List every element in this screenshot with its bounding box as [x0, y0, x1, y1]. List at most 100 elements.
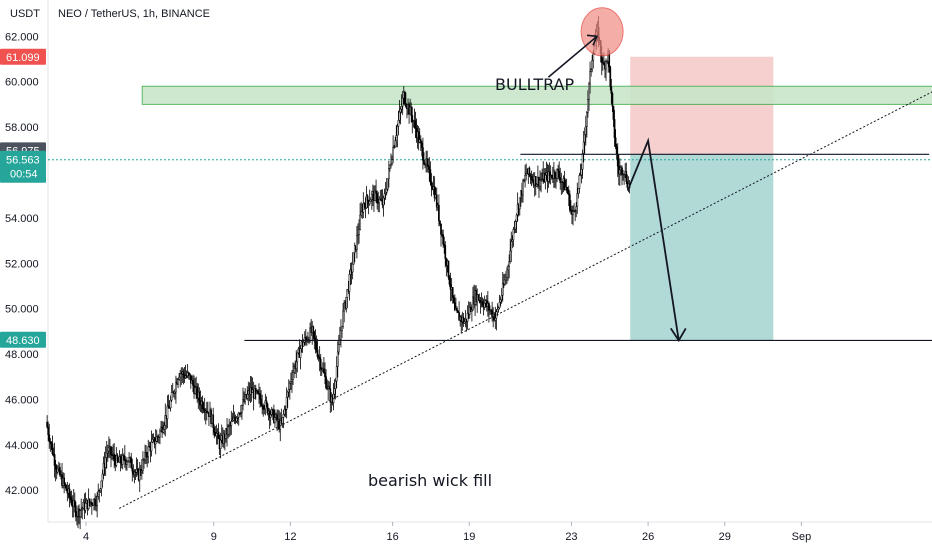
- candle-body: [399, 108, 402, 113]
- candle-body: [212, 414, 215, 428]
- candle-body: [544, 174, 547, 183]
- candle-body: [136, 468, 139, 471]
- candle-body: [429, 169, 432, 183]
- candle-body: [547, 171, 550, 182]
- y-tick-label: 60.000: [5, 77, 39, 89]
- candle-body: [541, 178, 544, 181]
- candle-body: [94, 498, 96, 506]
- candle-body: [131, 467, 134, 472]
- candle-body: [205, 410, 208, 413]
- candle-body: [237, 412, 240, 418]
- candle-body: [230, 421, 233, 426]
- ascending-trendline[interactable]: [118, 91, 932, 509]
- candle-body: [483, 303, 486, 308]
- candle-countdown-label: 00:54: [10, 169, 38, 181]
- candle-body: [582, 141, 585, 154]
- y-tick-label: 48.000: [5, 349, 39, 361]
- candle-body: [262, 405, 265, 410]
- candle-body: [162, 429, 165, 433]
- candle-body: [97, 491, 100, 497]
- candle-body: [518, 197, 521, 210]
- candle-body: [590, 69, 592, 72]
- candle-body: [49, 441, 52, 443]
- candle-body: [514, 221, 517, 230]
- candle-body: [90, 502, 93, 506]
- candle-body: [240, 412, 242, 414]
- candle-body: [315, 341, 318, 351]
- candle-body: [286, 391, 289, 398]
- candle-body: [603, 62, 605, 65]
- candle-body: [145, 451, 147, 458]
- candle-body: [444, 245, 447, 259]
- projection-path[interactable]: [626, 137, 680, 341]
- resistance-zone[interactable]: [141, 85, 932, 105]
- drawings-layer: [118, 7, 932, 509]
- candle-body: [390, 163, 392, 166]
- candle-body: [566, 189, 569, 194]
- stop-loss-zone[interactable]: [630, 56, 774, 155]
- candle-body: [283, 408, 286, 415]
- candle-body: [50, 441, 53, 445]
- candle-body: [169, 399, 172, 409]
- candle-body: [500, 294, 503, 300]
- candle-body: [369, 199, 372, 202]
- candle-body: [151, 438, 154, 443]
- x-tick-label: 29: [719, 531, 731, 543]
- take-profit-zone[interactable]: [630, 154, 774, 341]
- candle-body: [342, 310, 344, 327]
- chart-title[interactable]: NEO / TetherUS, 1h, BINANCE: [58, 8, 210, 20]
- candle-body: [578, 175, 581, 189]
- candle-body: [70, 499, 73, 506]
- candle-body: [154, 441, 157, 445]
- candle-body: [393, 146, 396, 148]
- candle-body: [427, 164, 430, 167]
- candle-body: [135, 468, 138, 473]
- current-price-badge: [0, 150, 46, 183]
- candle-body: [506, 269, 508, 278]
- candle-body: [164, 415, 167, 426]
- candle-body: [189, 374, 192, 384]
- candle-body: [341, 326, 343, 332]
- candle-body: [51, 443, 54, 455]
- candle-body: [504, 279, 506, 285]
- candle-body: [389, 164, 391, 169]
- y-tick-label: 46.000: [5, 394, 39, 406]
- bulltrap-arrowhead: [586, 34, 599, 46]
- candle-body: [375, 190, 377, 194]
- candle-body: [493, 313, 496, 321]
- candle-body: [201, 400, 204, 409]
- candle-body: [64, 483, 67, 486]
- candle-body: [363, 203, 366, 205]
- candle-body: [281, 417, 284, 424]
- candle-body: [481, 301, 484, 306]
- candle-body: [457, 310, 459, 313]
- candle-body: [448, 277, 451, 285]
- candle-body: [202, 408, 205, 411]
- candle-body: [257, 390, 259, 394]
- candle-body: [325, 376, 327, 389]
- candle-body: [463, 321, 466, 324]
- candle-body: [340, 330, 342, 340]
- candle-body: [186, 372, 189, 376]
- candle-body: [447, 260, 450, 278]
- candle-body: [328, 386, 331, 389]
- candle-body: [366, 195, 369, 201]
- candle-body: [304, 337, 307, 340]
- candle-body: [229, 425, 232, 427]
- candle-body: [391, 159, 393, 165]
- candle-body: [192, 379, 194, 386]
- candle-body: [589, 71, 591, 85]
- candle-body: [296, 352, 299, 363]
- candle-body: [615, 146, 618, 155]
- candle-body: [47, 426, 50, 435]
- candle-body: [423, 160, 425, 165]
- candle-body: [452, 297, 455, 303]
- bulltrap-circle[interactable]: [580, 7, 624, 57]
- candle-body: [174, 391, 176, 394]
- candle-body: [99, 488, 102, 491]
- candle-body: [46, 421, 48, 428]
- candle-body: [111, 454, 113, 456]
- candle-body: [360, 210, 363, 216]
